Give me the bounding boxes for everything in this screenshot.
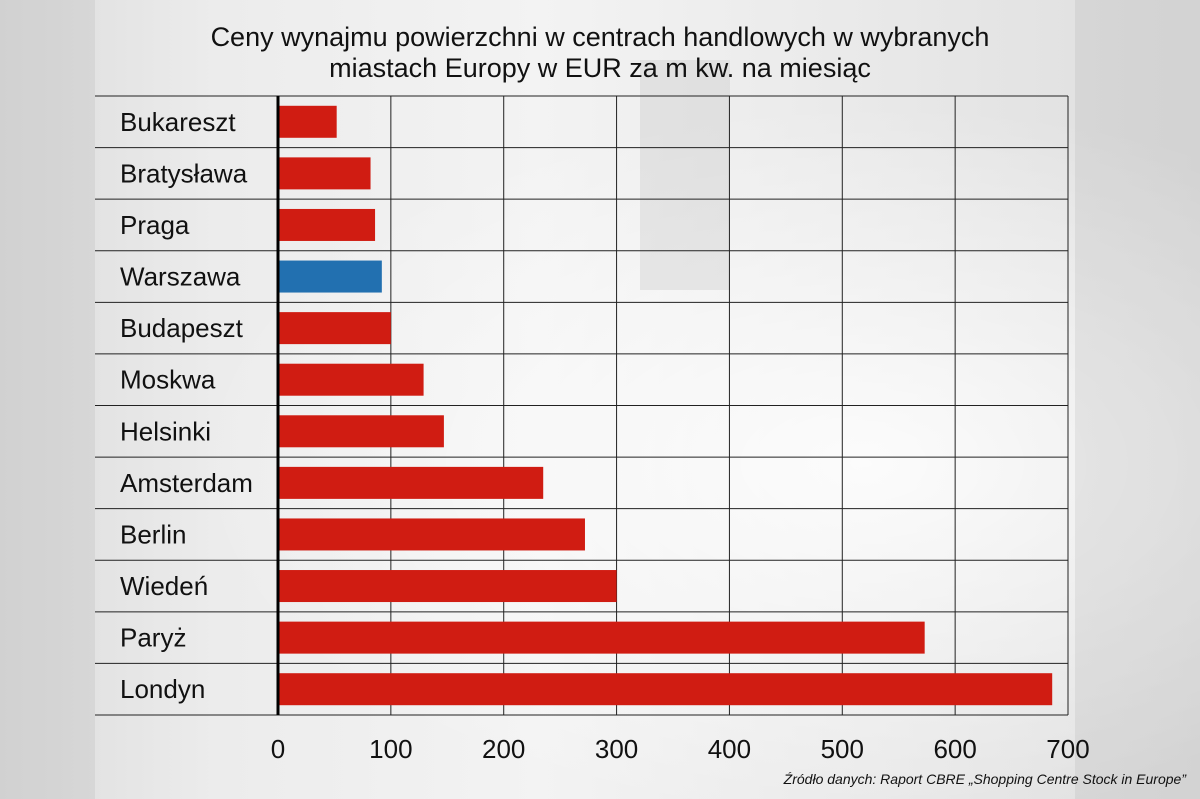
bar-wiedeń xyxy=(279,570,617,603)
bar-bukareszt xyxy=(279,105,337,138)
bar-berlin xyxy=(279,518,585,551)
category-labels: Bukareszt Bratysława Praga Warszawa Budapesz… xyxy=(120,107,253,704)
x-tick-label: 100 xyxy=(369,734,412,764)
x-tick-label: 500 xyxy=(821,734,864,764)
x-tick-label: 300 xyxy=(595,734,638,764)
category-label: Budapeszt xyxy=(120,313,244,343)
bar-praga xyxy=(279,208,376,241)
chart-title: Ceny wynajmu powierzchni w centrach hand… xyxy=(0,22,1200,84)
chart-grid xyxy=(95,95,1069,716)
category-label: Helsinki xyxy=(120,416,211,446)
chart-title-line-1: Ceny wynajmu powierzchni w centrach hand… xyxy=(210,22,990,52)
category-label: Praga xyxy=(120,210,190,240)
x-tick-label: 400 xyxy=(708,734,751,764)
x-axis-tick-labels: 0 100 200 300 400 500 600 700 xyxy=(271,734,1090,764)
chart-title-line-2: miastach Europy w EUR za m kw. na miesią… xyxy=(329,53,871,83)
x-tick-label: 0 xyxy=(271,734,285,764)
bar-paryż xyxy=(279,621,925,654)
bar-helsinki xyxy=(279,415,444,448)
category-label: Bratysława xyxy=(120,158,248,188)
bar-londyn xyxy=(279,673,1053,706)
category-label: Paryż xyxy=(120,623,186,653)
category-label: Berlin xyxy=(120,519,186,549)
bar-bratysława xyxy=(279,157,371,190)
x-tick-label: 700 xyxy=(1046,734,1089,764)
category-label: Amsterdam xyxy=(120,468,253,498)
category-label: Londyn xyxy=(120,674,205,704)
x-tick-label: 200 xyxy=(482,734,525,764)
x-tick-label: 600 xyxy=(933,734,976,764)
category-label: Moskwa xyxy=(120,365,216,395)
bar-budapeszt xyxy=(279,312,391,345)
bar-warszawa xyxy=(279,260,382,293)
category-label: Warszawa xyxy=(120,262,241,292)
bar-moskwa xyxy=(279,363,424,396)
bar-amsterdam xyxy=(279,466,544,499)
source-note: Źródło danych: Raport CBRE „Shopping Cen… xyxy=(783,771,1186,787)
category-label: Wiedeń xyxy=(120,571,208,601)
chart-bars xyxy=(279,105,1053,706)
category-label: Bukareszt xyxy=(120,107,236,137)
